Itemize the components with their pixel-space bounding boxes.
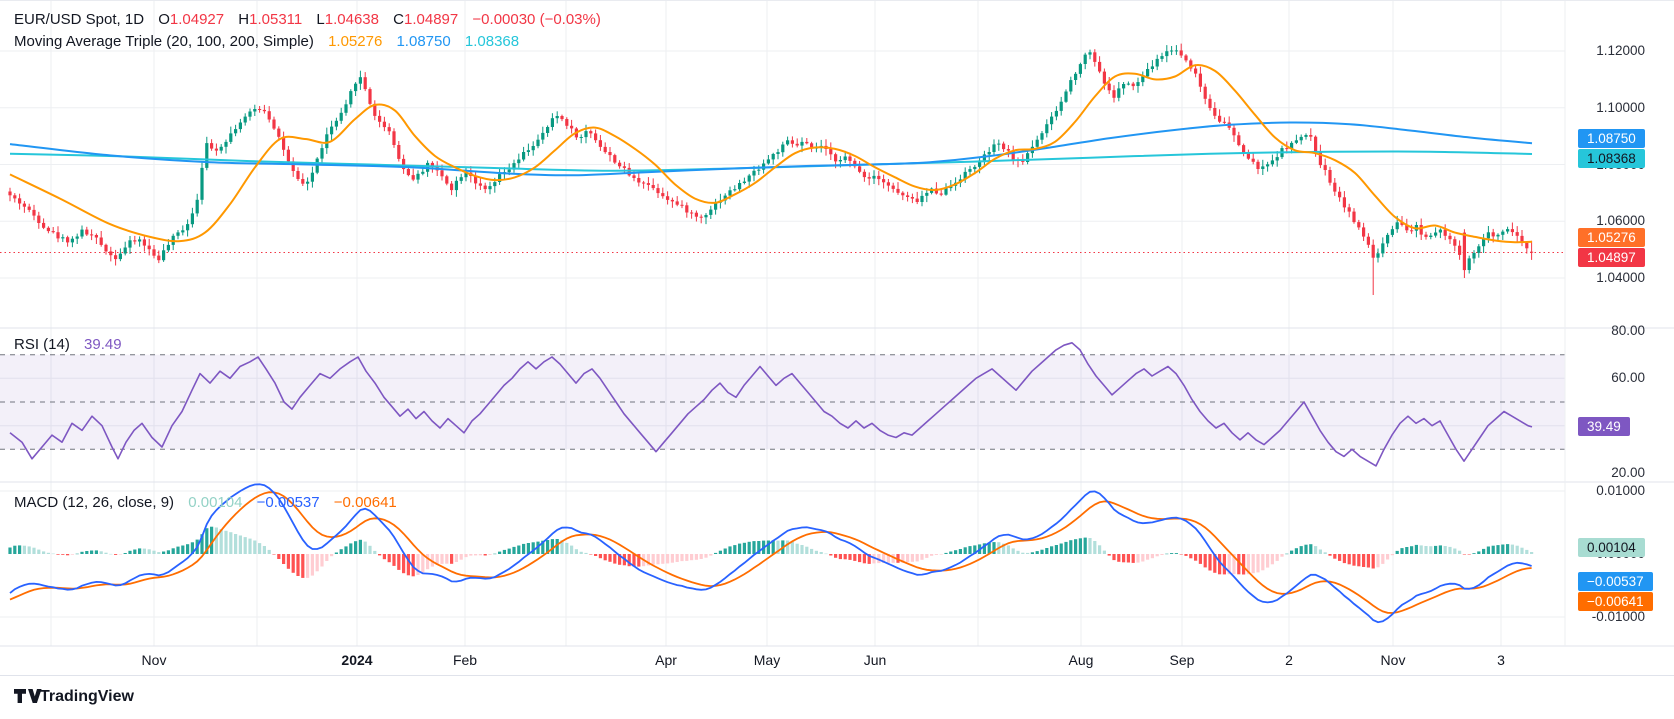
macd-line-value: −0.00537 bbox=[256, 494, 320, 511]
time-axis-label: Apr bbox=[655, 652, 677, 668]
symbol-legend: EUR/USD Spot, 1D O1.04927 H1.05311 L1.04… bbox=[14, 11, 601, 28]
ma-title[interactable]: Moving Average Triple (20, 100, 200, Sim… bbox=[14, 33, 314, 50]
panel-dividers bbox=[0, 1, 1674, 647]
time-axis-label: 2024 bbox=[341, 652, 373, 668]
price-badge: 1.04897 bbox=[1578, 247, 1645, 267]
ma20-value: 1.05276 bbox=[328, 33, 383, 50]
time-axis-label: May bbox=[753, 652, 781, 668]
brand-text[interactable]: TradingView bbox=[40, 688, 134, 705]
chart-canvas[interactable] bbox=[0, 1, 1674, 675]
time-axis-label: 3 bbox=[1497, 652, 1505, 668]
rsi-axis-label: 80.00 bbox=[1611, 323, 1645, 338]
symbol-title[interactable]: EUR/USD Spot, 1D bbox=[14, 11, 145, 28]
footer: TradingView bbox=[0, 675, 1674, 719]
ohlc-open-value: 1.04927 bbox=[169, 11, 225, 28]
price-badge: 1.05276 bbox=[1578, 227, 1645, 247]
change-value: −0.00030 (−0.03%) bbox=[472, 11, 601, 28]
macd-histogram bbox=[8, 526, 1534, 578]
macd-badge: −0.00641 bbox=[1578, 591, 1653, 611]
gridlines bbox=[0, 1, 1565, 646]
ohlc-open-label: O bbox=[158, 11, 170, 28]
price-axis-label: 1.10000 bbox=[1596, 99, 1645, 115]
rsi-value: 39.49 bbox=[84, 336, 122, 353]
time-axis-label: Nov bbox=[1380, 652, 1406, 668]
tradingview-logo-icon[interactable] bbox=[14, 689, 42, 705]
time-axis-label: Feb bbox=[452, 652, 478, 668]
rsi-title[interactable]: RSI (14) bbox=[14, 336, 70, 353]
macd-axis-label: -0.01000 bbox=[1591, 609, 1645, 624]
macd-line bbox=[9, 483, 1532, 624]
ma20-line bbox=[9, 63, 1533, 244]
rsi-line bbox=[9, 342, 1533, 467]
macd-signal-value: −0.00641 bbox=[333, 494, 397, 511]
rsi-panel bbox=[0, 354, 1565, 450]
macd-badge: −0.00537 bbox=[1578, 571, 1653, 591]
macd-legend: MACD (12, 26, close, 9) 0.00104 −0.00537… bbox=[14, 494, 397, 511]
rsi-axis-label: 60.00 bbox=[1611, 370, 1645, 386]
rsi-badge: 39.49 bbox=[1578, 417, 1630, 437]
time-axis-label: 2 bbox=[1285, 652, 1293, 668]
candlestick-series bbox=[8, 43, 1534, 295]
ma-legend: Moving Average Triple (20, 100, 200, Sim… bbox=[14, 33, 519, 50]
price-axis-label: 1.06000 bbox=[1596, 213, 1645, 229]
ohlc-low-label: L bbox=[316, 11, 325, 28]
time-axis-label: Jun bbox=[863, 652, 887, 668]
ohlc-high-label: H bbox=[238, 11, 250, 28]
ma100-value: 1.08750 bbox=[396, 33, 451, 50]
time-axis[interactable]: Nov 2024 Feb Apr May Jun Aug Sep 2 Nov 3 bbox=[0, 647, 1674, 674]
price-badge: 1.08368 bbox=[1578, 149, 1645, 169]
rsi-legend: RSI (14) 39.49 bbox=[14, 336, 122, 353]
ma100-line bbox=[9, 121, 1533, 177]
macd-hist-value: 0.00104 bbox=[188, 494, 243, 511]
time-axis-label: Aug bbox=[1068, 652, 1094, 668]
time-axis-label: Nov bbox=[141, 652, 167, 668]
price-badge: 1.08750 bbox=[1578, 129, 1645, 149]
macd-axis-label: 0.01000 bbox=[1596, 483, 1645, 498]
ohlc-close-label: C bbox=[393, 11, 405, 28]
rsi-axis-label: 20.00 bbox=[1611, 465, 1645, 480]
macd-title[interactable]: MACD (12, 26, close, 9) bbox=[14, 494, 175, 511]
ohlc-close-value: 1.04897 bbox=[404, 11, 459, 28]
price-axis-label: 1.12000 bbox=[1596, 43, 1645, 58]
ohlc-high-value: 1.05311 bbox=[249, 11, 303, 28]
macd-badge: 0.00104 bbox=[1578, 537, 1645, 557]
macd-signal-line bbox=[9, 491, 1532, 614]
time-axis-label: Sep bbox=[1169, 652, 1195, 668]
ohlc-low-value: 1.04638 bbox=[324, 11, 379, 28]
price-axis-label: 1.04000 bbox=[1596, 270, 1645, 285]
ma200-value: 1.08368 bbox=[464, 33, 520, 50]
